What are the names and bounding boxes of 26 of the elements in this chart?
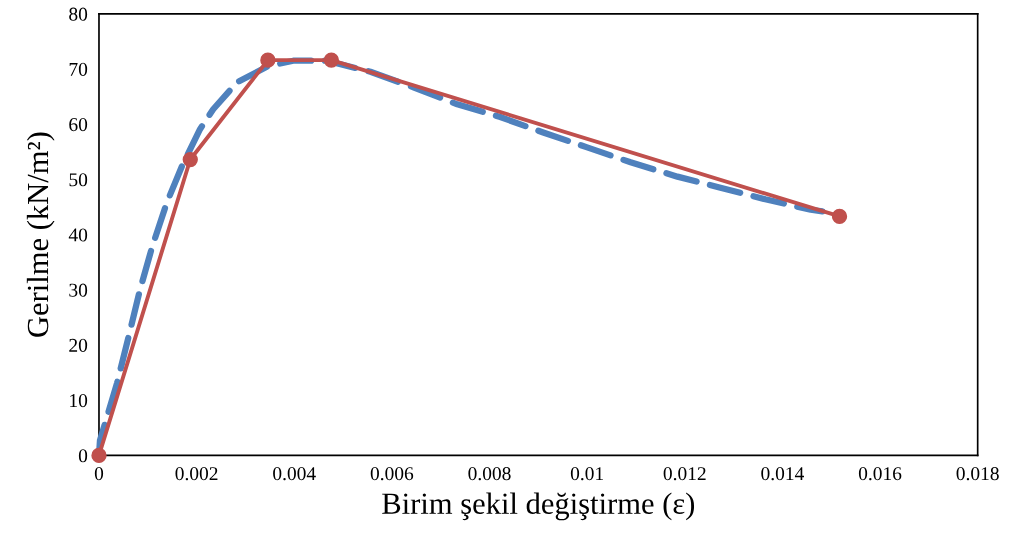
x-tick-label: 0.018 [956, 467, 999, 481]
x-tick-label: 0.01 [570, 467, 603, 481]
x-tick-label: 0.014 [761, 467, 804, 481]
x-tick-label: 0.004 [273, 467, 316, 481]
y-tick-label: 60 [69, 118, 88, 132]
y-tick-label: 30 [69, 283, 88, 297]
y-tick-label: 0 [78, 449, 88, 463]
y-tick-label: 10 [70, 394, 88, 408]
x-tick-label: 0.012 [663, 467, 706, 481]
point [831, 208, 848, 225]
x-tick-label: 0 [94, 467, 104, 481]
x-tick-label: 0.002 [175, 467, 218, 481]
point [260, 52, 276, 68]
x-tick-label: 0.006 [370, 467, 414, 481]
point [91, 447, 107, 464]
y-tick-label: 70 [69, 62, 88, 76]
y-axis-title: Gerilme (kN/m²) [26, 132, 55, 337]
point [182, 151, 198, 168]
y-tick-label: 80 [69, 7, 88, 21]
x-tick-label: 0.008 [468, 467, 511, 481]
x-axis-title: Birim şekil değiştirme (ε) [382, 492, 695, 521]
y-tick-label: 50 [69, 173, 88, 187]
point [323, 52, 339, 68]
y-tick-label: 20 [69, 338, 88, 352]
y-tick-label: 40 [68, 228, 88, 242]
x-tick-label: 0.016 [858, 467, 902, 481]
